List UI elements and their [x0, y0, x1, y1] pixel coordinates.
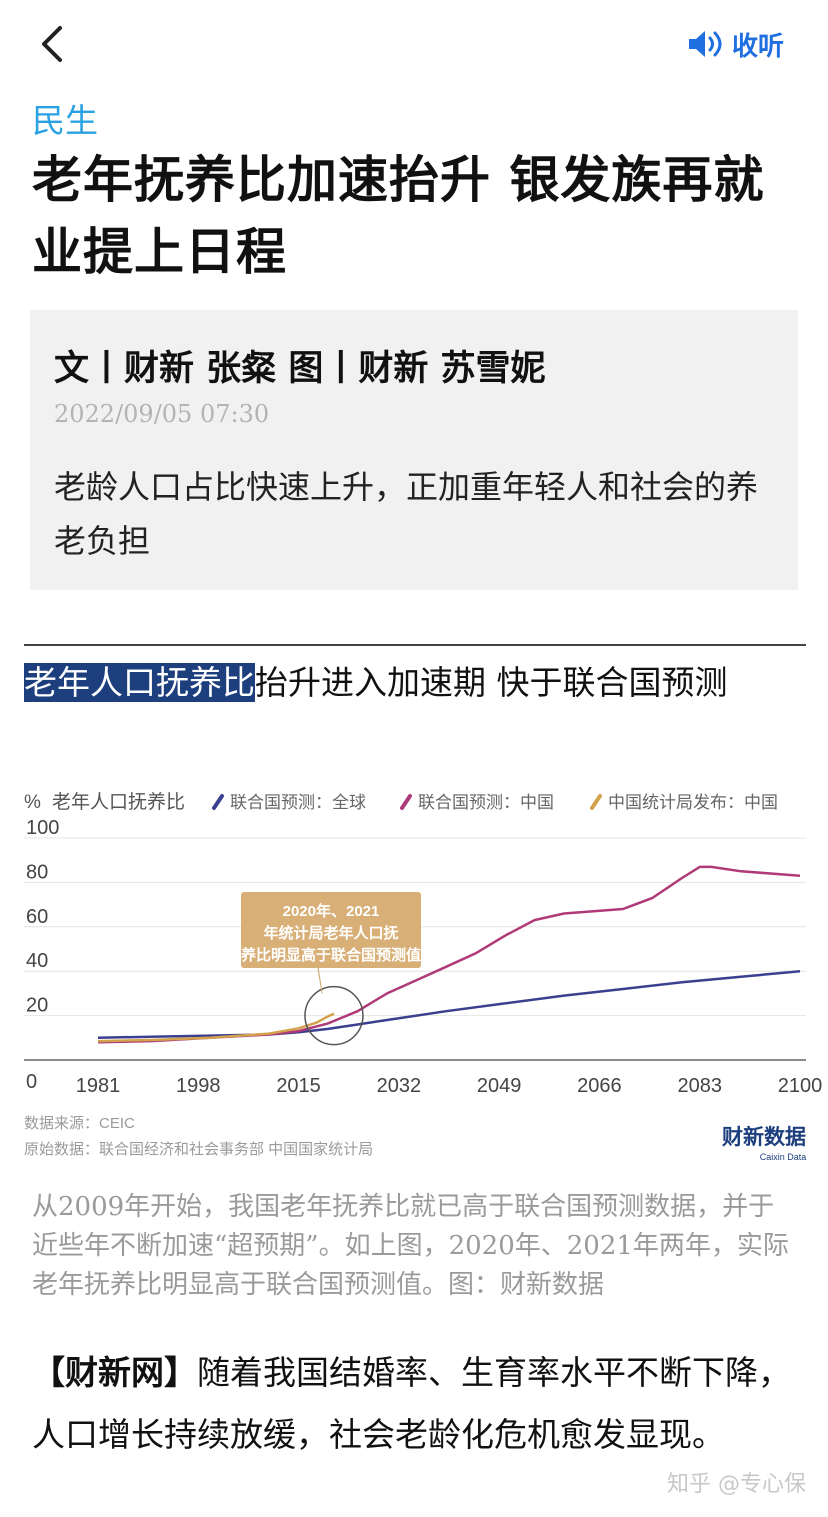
dependency-ratio-chart: % 老年人口抚养比 联合国预测：全球 联合国预测：中国 中国统计局发布：中国 0 20 40 6… — [24, 791, 823, 1162]
y-tick-label: 60 — [26, 906, 48, 928]
x-tick-label: 2049 — [477, 1075, 522, 1097]
byline: 文丨财新 张粲 图丨财新 苏雪妮 — [54, 349, 546, 389]
body-lead: 【财新网】 — [32, 1353, 197, 1392]
figure-caption: 从2009年开始，我国老年抚养比就已高于联合国预测数据，并于近些年不断加速“超预… — [32, 1192, 789, 1300]
annotation-line-1: 2020年、2021 — [283, 902, 380, 920]
annotation-box — [241, 892, 421, 968]
y-tick-label: 20 — [26, 995, 48, 1017]
legend-swatch-2 — [400, 794, 412, 810]
x-tick-label: 2032 — [377, 1075, 422, 1097]
chart-unit-label: % — [24, 792, 41, 813]
x-tick-label: 1998 — [176, 1075, 221, 1097]
figure-title-rest: 抬升进入加速期 快于联合国预测 — [255, 663, 728, 702]
highlight-circle — [304, 985, 364, 1046]
figure-title: 老年人口抚养比抬升进入加速期 快于联合国预测 — [24, 656, 728, 704]
figure-title-highlight: 老年人口抚养比 — [24, 663, 255, 702]
chart-title: 老年人口抚养比 — [52, 791, 185, 813]
y-tick-label: 40 — [26, 950, 48, 972]
x-tick-label: 2083 — [677, 1075, 722, 1097]
publish-date: 2022/09/05 07:30 — [54, 400, 270, 428]
category-tag[interactable]: 民生 — [32, 101, 98, 140]
legend-swatch-1 — [212, 794, 224, 810]
series-line-1 — [97, 969, 801, 1040]
article-body: 【财新网】随着我国结婚率、生育率水平不断下降，人口增长持续放缓，社会老龄化危机愈… — [32, 1342, 802, 1466]
y-tick-label: 80 — [26, 861, 48, 883]
y-tick-label: 100 — [26, 817, 59, 839]
annotation-line-3: 养比明显高于联合国预测值 — [240, 946, 421, 964]
article-summary: 老龄人口占比快速上升，正加重年轻人和社会的养老负担 — [54, 468, 759, 560]
brand-sub: Caixin Data — [760, 1152, 807, 1162]
legend-label-2: 联合国预测：中国 — [418, 793, 554, 812]
brand-logo: 财新数据 — [722, 1125, 806, 1149]
series-line-3 — [97, 1012, 335, 1043]
legend-label-1: 联合国预测：全球 — [230, 793, 366, 812]
body-text: 随着我国结婚率、生育率水平不断下降，人口增长持续放缓，社会老龄化危机愈发显现。 — [32, 1353, 791, 1454]
x-tick-label: 1981 — [76, 1075, 121, 1097]
back-button[interactable] — [30, 22, 74, 66]
data-source: 数据来源：CEIC — [24, 1115, 135, 1132]
x-tick-label: 2015 — [276, 1075, 321, 1097]
x-tick-label: 2100 — [778, 1075, 823, 1097]
legend-swatch-3 — [590, 794, 602, 810]
annotation-line-2: 年统计局老年人口抚 — [263, 924, 398, 942]
legend-label-3: 中国统计局发布：中国 — [608, 793, 778, 812]
series-line-2 — [97, 865, 801, 1044]
listen-label: 收听 — [731, 31, 784, 62]
chevron-left-icon — [42, 26, 62, 62]
article-title: 老年抚养比加速抬升 银发族再就业提上日程 — [32, 151, 765, 281]
speaker-icon — [688, 31, 722, 57]
x-tick-label: 2066 — [577, 1075, 622, 1097]
figure-divider — [24, 644, 806, 646]
origin-data: 原始数据：联合国经济和社会事务部 中国国家统计局 — [24, 1141, 373, 1158]
top-bar: 收听 — [0, 0, 828, 88]
listen-button[interactable]: 收听 — [686, 24, 784, 64]
watermark: 知乎 @专心保 — [667, 1472, 806, 1497]
article-info-box: 文丨财新 张粲 图丨财新 苏雪妮 2022/09/05 07:30 老龄人口占比… — [30, 310, 798, 590]
annotation-pointer — [317, 967, 323, 994]
y-tick-label: 0 — [26, 1071, 37, 1093]
